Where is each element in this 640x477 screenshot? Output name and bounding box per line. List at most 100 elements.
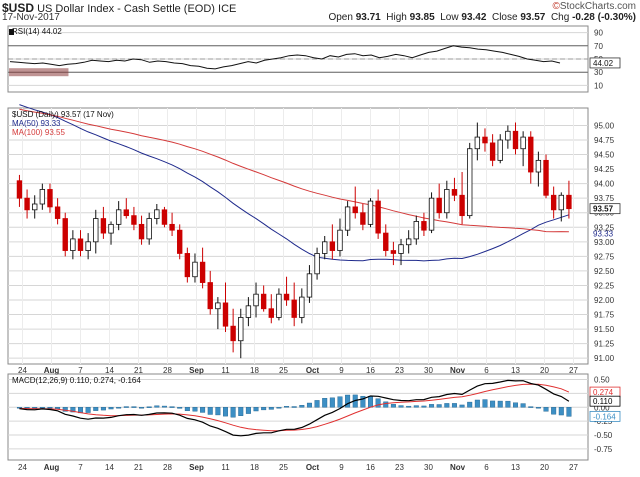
candle-body xyxy=(322,241,328,254)
macd-value-box xyxy=(589,395,621,407)
x-tick-label-bottom: 28 xyxy=(163,463,172,472)
candle-body xyxy=(100,218,107,234)
candle-body xyxy=(558,194,564,211)
high-value: 93.85 xyxy=(409,12,435,23)
candle-body xyxy=(39,189,46,205)
x-tick-label-bottom: 16 xyxy=(366,463,375,472)
x-tick-label: 30 xyxy=(424,366,433,375)
macd-histogram-bar xyxy=(451,403,457,408)
candle-body xyxy=(421,221,427,231)
macd-histogram-bar xyxy=(436,404,442,408)
candle-body xyxy=(360,212,366,225)
ma100-legend: MA(100) 93.55 xyxy=(12,128,65,137)
x-tick-label: 28 xyxy=(163,366,172,375)
x-tick-label-bottom: 11 xyxy=(221,463,230,472)
candle-body xyxy=(85,241,91,251)
instrument-name: US Dollar Index - Cash Settle (EOD) ICE xyxy=(37,3,237,15)
rsi-tick-label: 70 xyxy=(594,42,603,51)
candle-body xyxy=(169,223,175,231)
candle-body xyxy=(398,244,404,254)
x-tick-label-bottom: 7 xyxy=(78,463,83,472)
macd-histogram-bar xyxy=(413,405,419,408)
candle-body xyxy=(70,238,76,251)
price-tick-label: 91.75 xyxy=(594,311,615,320)
candle-body xyxy=(260,293,267,310)
macd-histogram-bar xyxy=(154,405,160,408)
ma50-legend: MA(50) 93.33 xyxy=(12,119,61,128)
macd-histogram-bar xyxy=(207,407,213,415)
candle-body xyxy=(93,218,99,243)
candle-body xyxy=(276,293,282,318)
chart-title: $USD US Dollar Index - Cash Settle (EOD)… xyxy=(2,1,236,15)
candle-body xyxy=(489,142,496,161)
candle-body xyxy=(436,197,442,214)
macd-line xyxy=(19,379,570,437)
x-tick-label: Aug xyxy=(44,366,60,375)
macd-histogram-bar xyxy=(47,407,53,409)
x-tick-label: Sep xyxy=(189,366,204,375)
macd-histogram-bar xyxy=(520,403,526,408)
macd-histogram-bar xyxy=(444,403,450,408)
candle-body xyxy=(138,223,145,240)
macd-histogram-bar xyxy=(299,405,305,408)
macd-histogram-bar xyxy=(390,404,396,408)
rsi-tick-label: 10 xyxy=(594,81,603,90)
ma100-line xyxy=(19,108,569,233)
macd-histogram-bar xyxy=(314,400,320,408)
macd-histogram-bar xyxy=(70,407,76,413)
macd-histogram-bar xyxy=(177,407,183,409)
price-tick-label: 94.75 xyxy=(594,136,615,145)
macd-tick-label: 0.50 xyxy=(594,376,610,385)
candle-body xyxy=(238,317,244,342)
candle-body xyxy=(24,197,30,211)
x-tick-label: 25 xyxy=(279,366,288,375)
candle-body xyxy=(230,325,236,342)
price-tick-label: 91.25 xyxy=(594,340,615,349)
price-legend: $USD (Daily) 93.57 (17 Nov) xyxy=(12,110,114,119)
macd-value-box xyxy=(589,410,621,422)
macd-histogram-bar xyxy=(238,407,244,416)
price-tick-label: 91.50 xyxy=(594,325,615,334)
x-tick-label-bottom: 30 xyxy=(424,463,433,472)
brand-logo-icon: © xyxy=(552,1,560,12)
candle-body xyxy=(115,209,122,225)
price-panel: 91.00 91.25 91.50 91.75 92.00 92.25 92.50 92.75… xyxy=(7,104,621,365)
macd-panel: -0.75-0.50-0.250.000.250.500.2740.110-0.… xyxy=(7,373,621,461)
x-tick-label-bottom: Sep xyxy=(189,463,204,472)
macd-value-label: 0.110 xyxy=(593,397,613,406)
rsi-legend: RSI(14) 44.02 xyxy=(12,27,62,36)
chart-date: 17-Nov-2017 xyxy=(2,12,60,23)
price-tick-label: 94.25 xyxy=(594,165,615,174)
rsi-line xyxy=(9,45,561,70)
macd-histogram-bar xyxy=(276,407,282,409)
x-tick-label: 16 xyxy=(366,366,375,375)
macd-histogram-bar xyxy=(459,404,465,408)
price-tick-label: 92.00 xyxy=(594,296,615,305)
price-last-value: 93.57 xyxy=(593,205,614,214)
low-value: 93.42 xyxy=(461,12,487,23)
macd-tick-label: -0.50 xyxy=(594,431,613,440)
x-tick-label-bottom: 6 xyxy=(484,463,489,472)
close-label: Close xyxy=(491,12,518,23)
candle-body xyxy=(459,194,465,217)
candle-body xyxy=(161,209,168,225)
macd-histogram-bar xyxy=(192,407,198,412)
brand-label[interactable]: ©StockCharts.com xyxy=(552,1,636,12)
candle-body xyxy=(62,218,68,251)
candle-body xyxy=(245,305,252,318)
x-tick-label: 14 xyxy=(105,366,114,375)
low-label: Low xyxy=(440,12,459,23)
macd-histogram-bar xyxy=(268,407,274,410)
macd-histogram-bar xyxy=(200,407,206,413)
chg-label: Chg xyxy=(550,12,570,23)
x-tick-label: 9 xyxy=(339,366,344,375)
x-tick-label-bottom: 18 xyxy=(250,463,259,472)
rsi-legend-swatch xyxy=(9,29,14,35)
candle-body xyxy=(543,159,549,196)
candle-body xyxy=(177,229,183,254)
macd-histogram-bar xyxy=(558,407,564,416)
ma50-last-value: 93.33 xyxy=(593,230,614,239)
candle-body xyxy=(32,203,38,211)
brand-name: StockCharts.com xyxy=(559,1,636,12)
